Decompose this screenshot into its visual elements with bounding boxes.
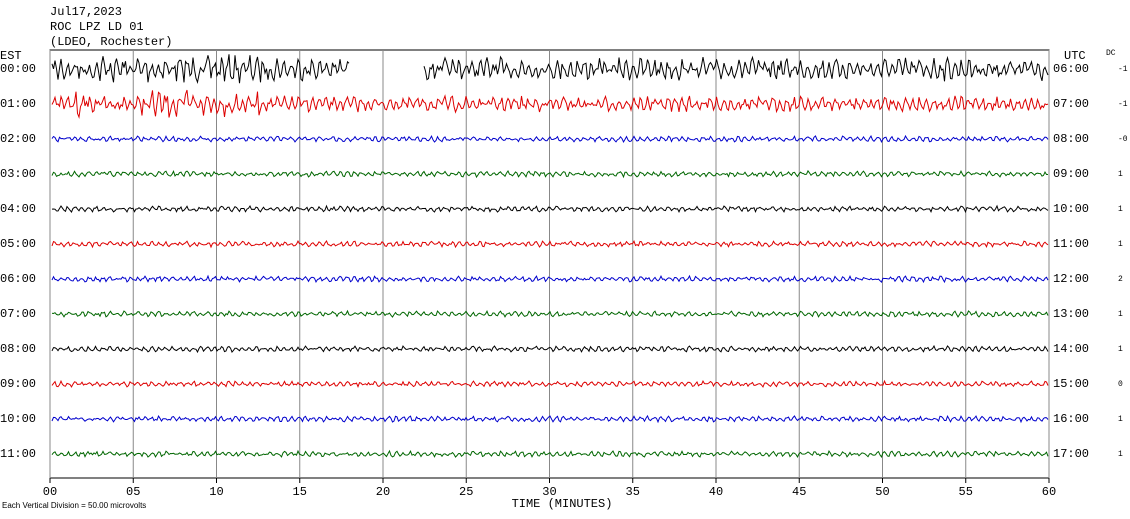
x-tick-label: 45 <box>792 485 806 499</box>
network: (LDEO, Rochester) <box>50 35 172 49</box>
trace <box>51 309 1049 318</box>
est-label: 11:00 <box>0 447 36 461</box>
est-label: 06:00 <box>0 272 36 286</box>
utc-label: 16:00 <box>1053 412 1089 426</box>
trace <box>51 240 1049 249</box>
footer: Each Vertical Division = 50.00 microvolt… <box>2 501 146 510</box>
trace <box>51 169 1048 179</box>
x-tick-label: 30 <box>542 485 556 499</box>
x-tick-label: 15 <box>293 485 307 499</box>
x-tick-label: 40 <box>709 485 723 499</box>
trace <box>51 204 1049 214</box>
x-tick-label: 60 <box>1042 485 1056 499</box>
est-label: 02:00 <box>0 132 36 146</box>
utc-label: 15:00 <box>1053 377 1089 391</box>
x-tick-label: 50 <box>875 485 889 499</box>
utc-label: 06:00 <box>1053 62 1089 76</box>
dc-value: 1 <box>1118 450 1123 459</box>
est-label: 10:00 <box>0 412 36 426</box>
utc-label: 12:00 <box>1053 272 1089 286</box>
right-title: UTC <box>1064 49 1086 63</box>
dc-value: -1 <box>1118 100 1128 109</box>
dc-value: 1 <box>1118 345 1123 354</box>
utc-label: 14:00 <box>1053 342 1089 356</box>
x-tick-label: 35 <box>626 485 640 499</box>
utc-label: 09:00 <box>1053 167 1089 181</box>
utc-label: 08:00 <box>1053 132 1089 146</box>
trace <box>51 379 1049 388</box>
trace <box>51 274 1049 284</box>
x-tick-label: 55 <box>959 485 973 499</box>
x-tick-label: 20 <box>376 485 390 499</box>
est-label: 01:00 <box>0 97 36 111</box>
utc-label: 10:00 <box>1053 202 1089 216</box>
date: Jul17,2023 <box>50 5 122 19</box>
dc-value: 2 <box>1118 275 1123 284</box>
trace <box>51 449 1049 458</box>
trace <box>51 134 1049 144</box>
x-tick-label: 00 <box>43 485 57 499</box>
dc-value: 0 <box>1118 380 1123 389</box>
trace <box>51 344 1049 354</box>
est-label: 04:00 <box>0 202 36 216</box>
est-label: 00:00 <box>0 62 36 76</box>
x-tick-label: 25 <box>459 485 473 499</box>
est-label: 03:00 <box>0 167 36 181</box>
utc-label: 07:00 <box>1053 97 1089 111</box>
x-tick-label: 10 <box>209 485 223 499</box>
x-tick-label: 05 <box>126 485 140 499</box>
dc-value: 1 <box>1118 205 1123 214</box>
station: ROC LPZ LD 01 <box>50 20 144 34</box>
est-label: 05:00 <box>0 237 36 251</box>
left-title: EST <box>0 49 22 63</box>
dc-value: 1 <box>1118 310 1123 319</box>
utc-label: 11:00 <box>1053 237 1089 251</box>
dc-value: 1 <box>1118 415 1123 424</box>
dc-value: -1 <box>1118 65 1128 74</box>
trace <box>51 414 1049 424</box>
dc-value: -0 <box>1118 135 1128 144</box>
est-label: 08:00 <box>0 342 36 356</box>
est-label: 07:00 <box>0 307 36 321</box>
utc-label: 17:00 <box>1053 447 1089 461</box>
trace <box>51 54 1049 85</box>
dc-value: 1 <box>1118 170 1123 179</box>
x-axis-label: TIME (MINUTES) <box>512 497 613 511</box>
est-label: 09:00 <box>0 377 36 391</box>
dc-value: 1 <box>1118 240 1123 249</box>
trace <box>51 89 1049 120</box>
utc-label: 13:00 <box>1053 307 1089 321</box>
dc-title: DC <box>1106 49 1116 58</box>
